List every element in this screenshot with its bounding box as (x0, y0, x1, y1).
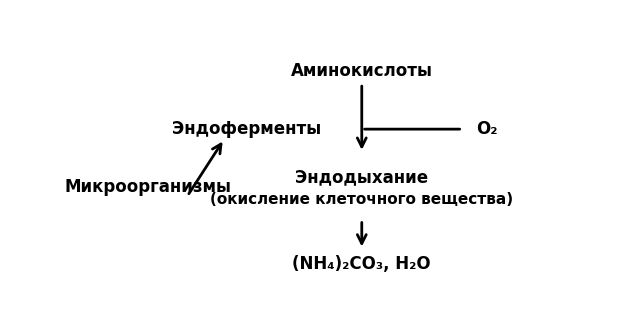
Text: (NH₄)₂CO₃, H₂O: (NH₄)₂CO₃, H₂O (292, 255, 431, 273)
Text: (окисление клеточного вещества): (окисление клеточного вещества) (210, 192, 514, 207)
Text: Аминокислоты: Аминокислоты (291, 62, 433, 80)
Text: Эндодыхание: Эндодыхание (295, 168, 429, 186)
Text: O₂: O₂ (476, 120, 498, 138)
Text: Эндоферменты: Эндоферменты (172, 120, 321, 138)
Text: Микроорганизмы: Микроорганизмы (65, 178, 231, 196)
